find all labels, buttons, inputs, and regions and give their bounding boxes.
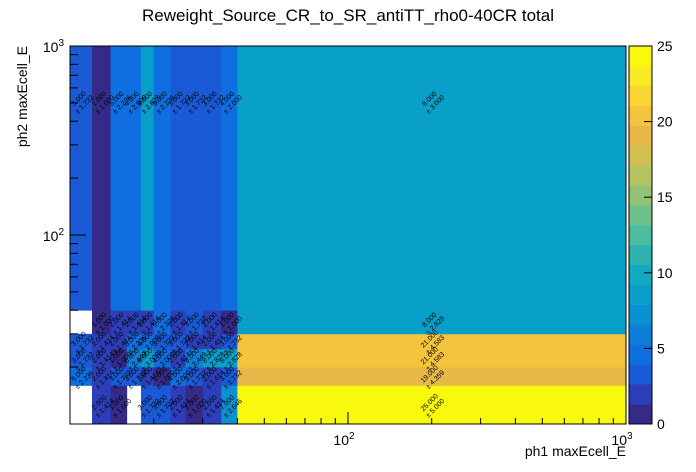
heatmap-cell xyxy=(70,46,93,311)
colorbar-tick-label: 15 xyxy=(657,189,673,205)
heatmap-cell xyxy=(110,367,128,386)
heatmap-cell xyxy=(140,310,155,335)
heatmap-cell xyxy=(153,333,171,350)
heatmap-cell xyxy=(140,46,155,311)
colorbar-frame xyxy=(628,45,653,425)
heatmap-cell xyxy=(92,310,112,335)
heatmap-cell xyxy=(185,46,204,311)
colorbar-segment xyxy=(629,284,652,305)
colorbar-tick-label: 25 xyxy=(657,38,673,54)
heatmap-cell xyxy=(126,46,142,311)
heatmap-cell xyxy=(221,367,238,386)
heatmap-cell xyxy=(153,367,171,386)
heatmap-cell xyxy=(126,348,142,368)
colorbar-tick-label: 0 xyxy=(657,416,665,432)
heatmap-cell xyxy=(237,333,627,350)
heatmap-cell xyxy=(110,46,128,311)
heatmap-cell xyxy=(237,367,627,386)
heatmap-cell xyxy=(170,348,186,368)
heatmap-cell xyxy=(70,348,93,368)
heatmap-cell xyxy=(237,46,627,311)
heatmap-cell xyxy=(92,367,112,386)
heatmap-cell xyxy=(70,333,93,350)
heatmap-cell xyxy=(221,333,238,350)
heatmap-cell xyxy=(140,333,155,350)
colorbar-segment xyxy=(629,205,652,226)
heatmap-cell xyxy=(126,310,142,335)
heatmap-cell xyxy=(92,348,112,368)
heatmap-cell xyxy=(110,385,128,425)
heatmap-cell xyxy=(92,46,112,311)
heatmap-cell xyxy=(185,310,204,335)
colorbar-segment xyxy=(629,125,652,146)
colorbar-tick-label: 10 xyxy=(657,265,673,281)
heatmap-cell xyxy=(126,367,142,386)
colorbar-segment xyxy=(629,46,652,67)
heatmap-cell xyxy=(140,385,155,425)
colorbar-segment xyxy=(629,225,652,246)
heatmap-cell xyxy=(153,385,171,425)
colorbar-segment xyxy=(629,65,652,87)
colorbar-tick-label: 20 xyxy=(657,114,673,130)
heatmap-cell xyxy=(153,310,171,335)
heatmap-cell xyxy=(221,348,238,368)
heatmap-cell xyxy=(185,348,204,368)
heatmap-cell xyxy=(221,310,238,335)
colorbar-segment xyxy=(629,165,652,186)
colorbar-segment xyxy=(629,304,652,325)
heatmap-cell xyxy=(185,367,204,386)
colorbar-segment xyxy=(629,244,652,266)
heatmap-cell xyxy=(185,385,204,425)
colorbar-segment xyxy=(629,85,652,106)
y-axis-label: ph2 maxEcell_E xyxy=(14,46,30,147)
heatmap-cell xyxy=(110,333,128,350)
heatmap-cell xyxy=(153,46,171,311)
colorbar-segment xyxy=(629,185,652,206)
colorbar-segment xyxy=(629,145,652,166)
heatmap-cell xyxy=(170,310,186,335)
heatmap-cell xyxy=(92,333,112,350)
colorbar-segment xyxy=(629,105,652,126)
heatmap-cell xyxy=(237,348,627,368)
heatmap-cell xyxy=(237,310,627,335)
heatmap-cell xyxy=(185,333,204,350)
heatmap-cell xyxy=(202,385,222,425)
colorbar-segment xyxy=(629,344,652,365)
heatmap-cell xyxy=(170,385,186,425)
heatmap-cell xyxy=(140,367,155,386)
x-axis-label: ph1 maxEcell_E xyxy=(525,443,626,459)
y-tick-label: 103 xyxy=(43,38,65,55)
x-tick-label: 102 xyxy=(333,431,355,448)
chart-title: Reweight_Source_CR_to_SR_antiTT_rho0-40C… xyxy=(142,6,554,25)
heatmap-cell xyxy=(202,333,222,350)
heatmap-cell xyxy=(126,333,142,350)
heatmap-cell xyxy=(153,348,171,368)
heatmap-cell xyxy=(202,310,222,335)
heatmap-cell xyxy=(170,333,186,350)
heatmap-cell xyxy=(140,348,155,368)
heatmap-cell xyxy=(202,367,222,386)
heatmap-cell xyxy=(202,46,222,311)
colorbar-segment xyxy=(629,384,652,405)
y-tick-label: 102 xyxy=(43,227,65,244)
heatmap-cell xyxy=(221,46,238,311)
heatmap-cell xyxy=(170,367,186,386)
heatmap-cell xyxy=(92,385,112,425)
colorbar-segment xyxy=(629,324,652,345)
colorbar-tick-label: 5 xyxy=(657,340,665,356)
heatmap-cell xyxy=(170,46,186,311)
heatmap-cell xyxy=(237,385,627,425)
heatmap-cell xyxy=(110,310,128,335)
heatmap-cell xyxy=(70,367,93,386)
colorbar-segment xyxy=(629,404,652,425)
heatmap-cell xyxy=(202,348,222,368)
heatmap-cell xyxy=(221,385,238,425)
colorbar-segment xyxy=(629,364,652,385)
heatmap-cell xyxy=(110,348,128,368)
colorbar-segment xyxy=(629,264,652,286)
